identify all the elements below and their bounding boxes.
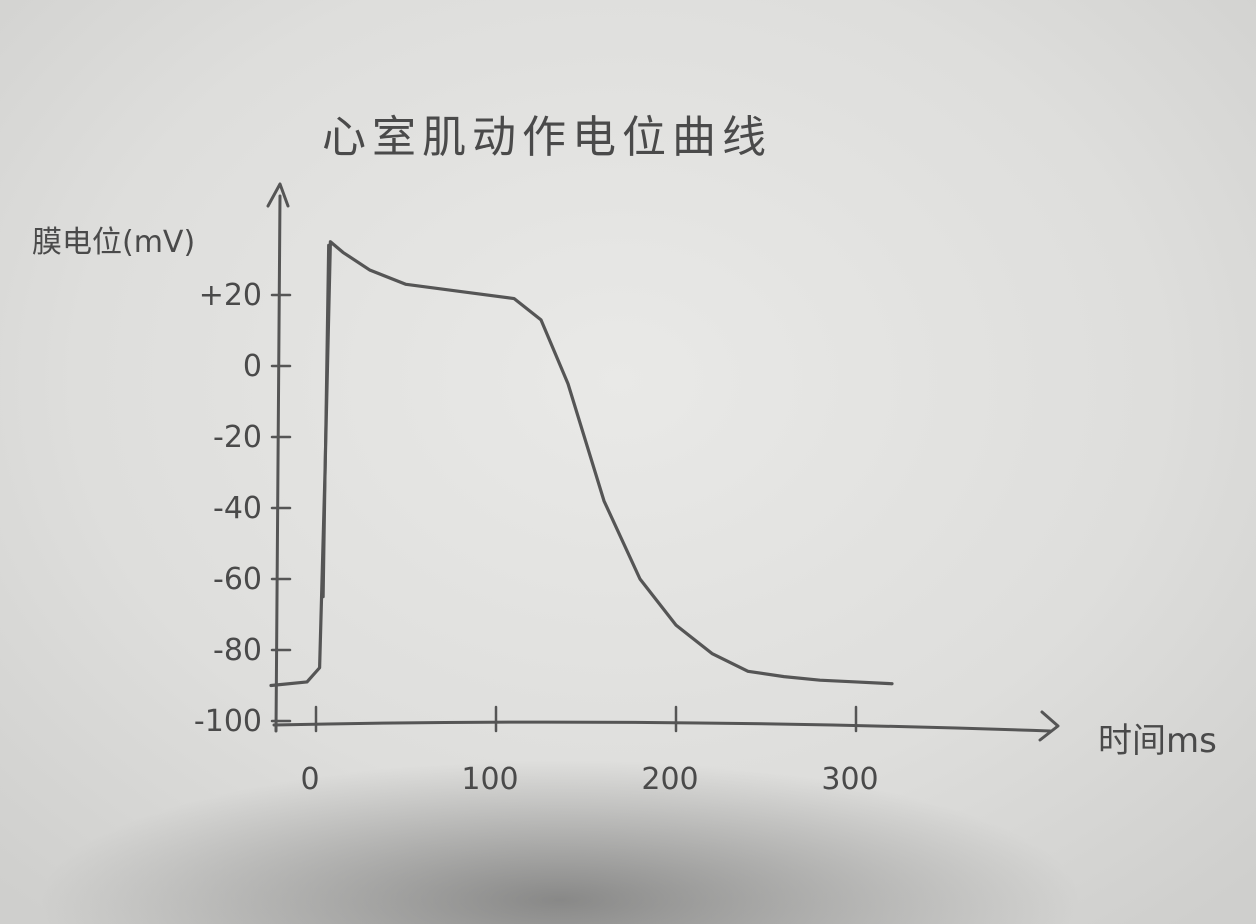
axes-group [266, 182, 1060, 742]
x-tick-label: 200 [641, 762, 698, 797]
upstroke-overdraw [321, 243, 331, 599]
x-tick-label: 300 [821, 762, 878, 797]
y-tick-label: -60 [213, 562, 262, 597]
x-axis-label: 时间ms [1098, 721, 1217, 761]
x-axis-arrow [1038, 710, 1060, 742]
y-tick-label: -80 [213, 633, 262, 668]
y-tick-label: 0 [243, 349, 262, 384]
y-axis-line [274, 194, 282, 733]
y-tick-label: -100 [194, 704, 262, 739]
series-line [269, 240, 894, 688]
x-tick-label: 0 [300, 762, 319, 797]
y-tick-label: -40 [213, 491, 262, 526]
chart-title: 心室肌动作电位曲线 [322, 112, 772, 163]
y-axis-label: 膜电位(mV) [32, 225, 195, 260]
series-group [269, 240, 894, 688]
y-axis-arrow [266, 182, 290, 208]
y-tick-label: -20 [213, 420, 262, 455]
y-tick-label: +20 [199, 278, 262, 313]
x-axis-line [272, 720, 1052, 733]
x-tick-label: 100 [461, 762, 518, 797]
x-ticks-group: 0 100 200 300 [300, 705, 879, 797]
y-ticks-group: +20 0 -20 -40 -60 -80 -100 [194, 278, 292, 739]
